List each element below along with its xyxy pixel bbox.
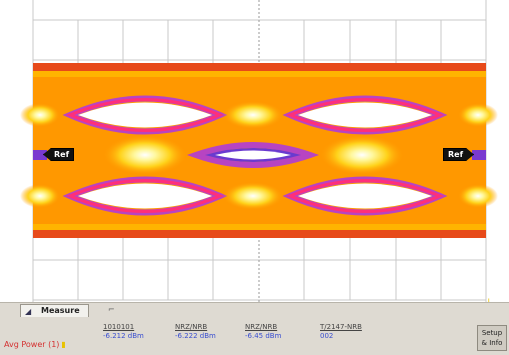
row-label-text: Avg Power (1): [4, 340, 60, 349]
setup-info-button[interactable]: Setup & Info: [477, 325, 507, 351]
column-header: NRZ/NRB: [175, 323, 208, 331]
right-reference-marker[interactable]: Ref: [443, 148, 474, 161]
column-header: NRZ/NRB: [245, 323, 278, 331]
measure-icon: ◢: [25, 307, 32, 316]
channel-icon: ▮: [61, 340, 66, 349]
panel-tabs: ◢ Measure ⌐: [0, 303, 509, 317]
measurement-column-1: 1010101 -6.212 dBm: [103, 323, 144, 341]
column-value: -6.45 dBm: [245, 332, 282, 340]
measurement-column-3: NRZ/NRB -6.45 dBm: [245, 323, 281, 341]
measurement-column-4: T/2147-NRB 002: [320, 323, 362, 341]
column-header: T/2147-NRB: [320, 323, 362, 331]
measurement-row: Avg Power (1) ▮ 1010101 -6.212 dBm NRZ/NR…: [0, 319, 470, 353]
column-header: 1010101: [103, 323, 135, 331]
tab-measure[interactable]: ◢ Measure: [20, 304, 89, 317]
close-tab-icon[interactable]: ⌐: [108, 305, 115, 314]
column-value: -6.212 dBm: [103, 332, 144, 340]
eye-diagram-graticule: [20, 0, 498, 302]
left-reference-marker[interactable]: Ref: [43, 148, 75, 161]
tab-measure-label: Measure: [41, 306, 80, 315]
measurement-panel: ◢ Measure ⌐ Avg Power (1) ▮ 1010101 -6.21…: [0, 302, 509, 355]
eye-diagram-display: Ref Ref: [0, 0, 509, 302]
column-value: 002: [320, 332, 334, 340]
column-value: -6.222 dBm: [175, 332, 216, 340]
measurement-row-label[interactable]: Avg Power (1) ▮: [4, 340, 66, 349]
measurement-column-2: NRZ/NRB -6.222 dBm: [175, 323, 216, 341]
